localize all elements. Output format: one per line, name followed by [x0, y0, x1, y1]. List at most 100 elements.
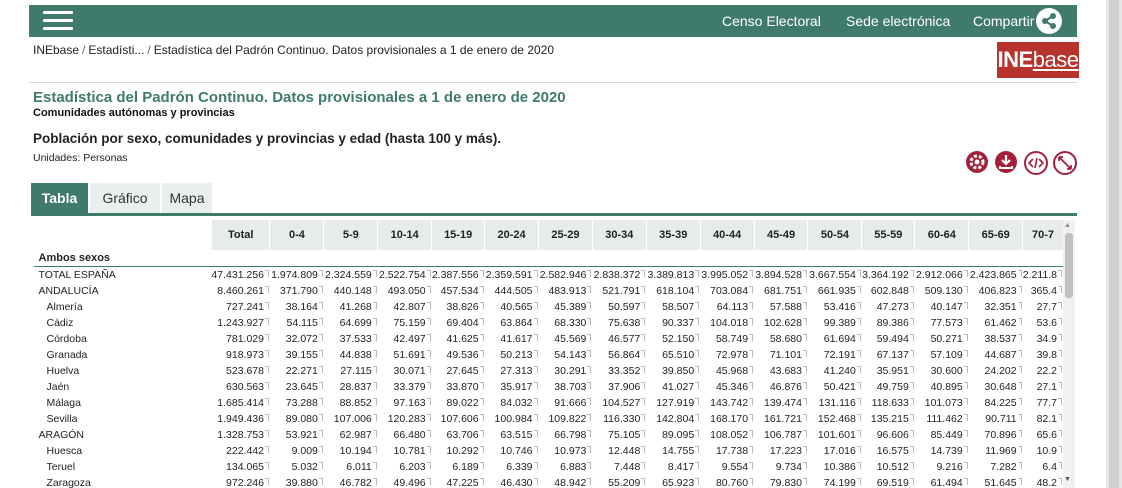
tab-tabla[interactable]: Tabla [31, 183, 88, 213]
table-cell: 222.442 [211, 443, 270, 459]
table-row: Cádiz 1.243.927 54.115 64.699 75.159 69.404 63… [34, 315, 1064, 331]
table-cell: 54.115 [270, 315, 324, 331]
breadcrumb-inebase[interactable]: INEbase [33, 43, 80, 57]
table-cell: 3.667.554 [808, 267, 862, 284]
table-cell: 161.721 [754, 411, 808, 427]
table-cell: 73.288 [270, 395, 324, 411]
breadcrumb-separator: / [82, 43, 86, 57]
table-cell: 6.4 [1023, 459, 1063, 475]
table-cell: 40.895 [915, 379, 969, 395]
table-cell: 90.337 [646, 315, 700, 331]
nav-sede-electronica[interactable]: Sede electrónica [846, 13, 951, 29]
table-cell: 45.346 [700, 379, 754, 395]
table-cell: 39.850 [646, 363, 700, 379]
page-scrollbar-thumb[interactable] [1109, 0, 1119, 488]
table-cell: 70.896 [969, 427, 1023, 443]
nav-censo-electoral[interactable]: Censo Electoral [722, 13, 821, 29]
table-row: Málaga 1.685.414 73.288 88.852 97.163 89.022 8… [34, 395, 1064, 411]
table-row: ANDALUCÍA 8.460.261 371.790 440.148 493.050 4… [34, 283, 1064, 299]
column-header[interactable]: 20-24 [484, 220, 539, 250]
table-cell: 56.864 [592, 347, 646, 363]
table-cell: 134.065 [211, 459, 270, 475]
column-header[interactable]: 35-39 [645, 220, 701, 250]
table-cell: 50.271 [915, 331, 969, 347]
table-cell: 483.913 [539, 283, 593, 299]
share-icon[interactable] [1036, 8, 1062, 34]
table-row: Zaragoza 972.246 39.880 46.782 49.496 47.225 4… [34, 475, 1064, 488]
tab-grafico[interactable]: Gráfico [90, 183, 160, 213]
table-row: Almería 727.241 38.164 41.268 42.807 38.826 40… [34, 299, 1064, 315]
table-cell: 51.691 [378, 347, 432, 363]
table-cell: 8.417 [646, 459, 700, 475]
table-cell: 444.505 [485, 283, 539, 299]
tab-mapa[interactable]: Mapa [162, 183, 212, 213]
row-label: Huelva [46, 365, 80, 377]
header-corner [33, 220, 212, 250]
column-header[interactable]: 5-9 [323, 220, 378, 250]
nav-compartir[interactable]: Compartir [973, 13, 1035, 29]
table-cell: 602.848 [862, 283, 915, 299]
column-header[interactable]: 15-19 [431, 220, 485, 250]
table-cell: 34.9 [1023, 331, 1063, 347]
column-header[interactable]: 50-54 [807, 220, 862, 250]
scroll-up-arrow-icon[interactable]: ▲ [1064, 222, 1071, 229]
column-header[interactable]: 25-29 [538, 220, 593, 250]
column-header[interactable]: 70-7 [1022, 220, 1063, 250]
table-cell: 120.283 [378, 411, 432, 427]
code-embed-icon[interactable] [1024, 151, 1048, 175]
column-header[interactable]: 65-69 [968, 220, 1023, 250]
table-cell: 27.313 [485, 363, 539, 379]
column-header[interactable]: 0-4 [269, 220, 324, 250]
column-header[interactable]: 30-34 [591, 220, 647, 250]
table-cell: 41.617 [485, 331, 539, 347]
table-cell: 85.449 [915, 427, 969, 443]
table-cell: 58.507 [646, 299, 700, 315]
table-cell: 61.462 [969, 315, 1023, 331]
column-header[interactable]: 10-14 [377, 220, 432, 250]
column-header[interactable]: 40-44 [699, 220, 755, 250]
table-cell: 107.006 [324, 411, 378, 427]
column-header[interactable]: Total [210, 220, 270, 250]
table-row: Granada 918.973 39.155 44.838 51.691 49.536 50… [34, 347, 1064, 363]
table-cell: 35.951 [862, 363, 915, 379]
column-header[interactable]: 60-64 [914, 220, 969, 250]
column-header[interactable]: 55-59 [861, 220, 915, 250]
table-scrollbar-thumb[interactable] [1065, 233, 1073, 298]
table-cell: 27.1 [1023, 379, 1063, 395]
gear-icon[interactable] [966, 151, 988, 173]
download-icon[interactable] [995, 151, 1017, 173]
table-cell: 32.351 [969, 299, 1023, 315]
table-cell: 371.790 [270, 283, 324, 299]
table-cell: 63.864 [485, 315, 539, 331]
table-cell: 727.241 [211, 299, 270, 315]
table-cell: 69.404 [432, 315, 485, 331]
table-row: Huesca 222.442 9.009 10.194 10.781 10.292 10.7… [34, 443, 1064, 459]
table-cell: 168.170 [700, 411, 754, 427]
table-cell: 45.389 [539, 299, 593, 315]
table-cell: 82.1 [1023, 411, 1063, 427]
table-cell: 457.534 [432, 283, 485, 299]
table-cell: 65.510 [646, 347, 700, 363]
table-cell: 2.582.946 [539, 267, 593, 284]
row-label: Málaga [46, 397, 81, 409]
column-header[interactable]: 45-49 [753, 220, 808, 250]
inebase-logo[interactable]: INEbase [997, 42, 1079, 78]
row-label: ANDALUCÍA [38, 285, 99, 297]
hamburger-icon[interactable] [43, 10, 73, 32]
table-cell: 139.474 [754, 395, 808, 411]
logo-base-text: base [1032, 47, 1079, 72]
table-cell: 6.011 [324, 459, 378, 475]
fullscreen-icon[interactable] [1053, 151, 1077, 175]
table-cell: 38.537 [969, 331, 1023, 347]
table-cell: 71.101 [754, 347, 808, 363]
table-cell: 47.273 [862, 299, 915, 315]
table-cell: 57.109 [915, 347, 969, 363]
table-cell: 493.050 [378, 283, 432, 299]
table-cell: 10.973 [539, 443, 593, 459]
table-cell: 75.638 [592, 315, 646, 331]
scroll-down-arrow-icon[interactable]: ▼ [1064, 476, 1071, 483]
breadcrumb-estadisticas[interactable]: Estadísti... [88, 43, 145, 57]
table-cell: 30.600 [915, 363, 969, 379]
table-cell: 37.906 [592, 379, 646, 395]
table-cell: 79.830 [754, 475, 808, 488]
